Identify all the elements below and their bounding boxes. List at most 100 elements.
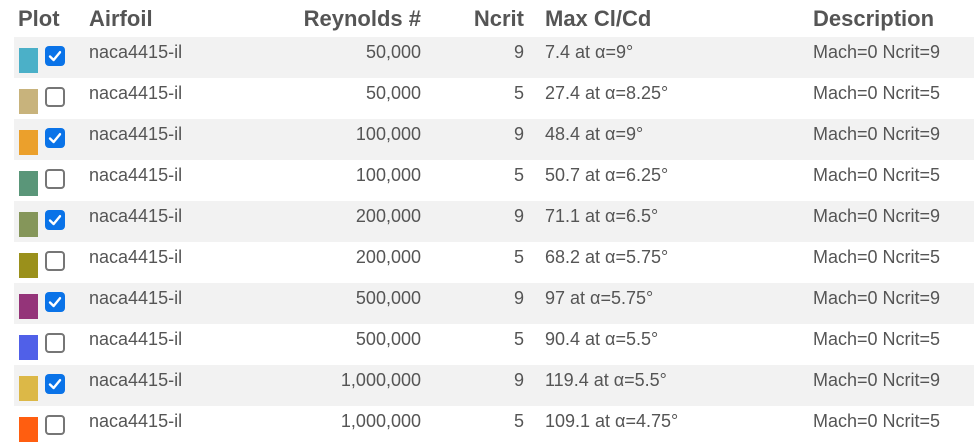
plot-checkbox[interactable] [45, 128, 65, 148]
series-color-swatch [19, 253, 38, 278]
reynolds-value: 500,000 [355, 288, 421, 308]
reynolds-cell: 50,000 [239, 78, 421, 119]
plot-checkbox[interactable] [45, 210, 65, 230]
description-cell: Mach=0 Ncrit=5 [813, 242, 974, 283]
description-cell: Mach=0 Ncrit=5 [813, 78, 974, 119]
series-color-swatch [19, 417, 38, 442]
checkmark-icon [48, 215, 62, 226]
header-plot: Plot [18, 5, 60, 31]
ncrit-value: 9 [513, 206, 524, 226]
header-max-cl-cd: Max Cl/Cd [545, 5, 652, 31]
plot-checkbox[interactable] [45, 374, 65, 394]
series-color-swatch [19, 212, 38, 237]
description-value: Mach=0 Ncrit=9 [813, 370, 941, 390]
airfoil-cell: naca4415-il [89, 242, 239, 283]
airfoil-name: naca4415-il [89, 83, 183, 103]
ncrit-cell: 9 [421, 365, 524, 406]
ncrit-value: 9 [513, 42, 524, 62]
reynolds-value: 50,000 [365, 83, 421, 103]
airfoil-cell: naca4415-il [89, 283, 239, 324]
checkmark-icon [48, 297, 62, 308]
header-reynolds: Reynolds # [303, 5, 421, 31]
airfoil-name: naca4415-il [89, 247, 183, 267]
plot-checkbox[interactable] [45, 46, 65, 66]
reynolds-value: 1,000,000 [340, 411, 421, 431]
description-value: Mach=0 Ncrit=9 [813, 124, 941, 144]
airfoil-cell: naca4415-il [89, 78, 239, 119]
ncrit-value: 5 [513, 329, 524, 349]
description-value: Mach=0 Ncrit=5 [813, 329, 941, 349]
table-row: naca4415-il 100,000 9 48.4 at α=9° Mach=… [14, 119, 974, 160]
reynolds-value: 100,000 [355, 124, 421, 144]
airfoil-name: naca4415-il [89, 411, 183, 431]
series-color-swatch [19, 376, 38, 401]
max-cl-cd-cell: 68.2 at α=5.75° [524, 242, 813, 283]
description-cell: Mach=0 Ncrit=9 [813, 119, 974, 160]
description-value: Mach=0 Ncrit=5 [813, 411, 941, 431]
reynolds-cell: 200,000 [239, 201, 421, 242]
max-cl-cd-value: 68.2 at α=5.75° [545, 247, 669, 267]
description-cell: Mach=0 Ncrit=5 [813, 160, 974, 201]
reynolds-cell: 1,000,000 [239, 406, 421, 447]
ncrit-cell: 5 [421, 78, 524, 119]
airfoil-name: naca4415-il [89, 370, 183, 390]
table-body: naca4415-il 50,000 9 7.4 at α=9° Mach=0 … [14, 37, 974, 447]
reynolds-value: 200,000 [355, 206, 421, 226]
ncrit-cell: 9 [421, 283, 524, 324]
series-color-swatch [19, 294, 38, 319]
plot-cell [14, 119, 89, 160]
plot-cell [14, 78, 89, 119]
max-cl-cd-cell: 7.4 at α=9° [524, 37, 813, 78]
table-row: naca4415-il 1,000,000 5 109.1 at α=4.75°… [14, 406, 974, 447]
series-color-swatch [19, 335, 38, 360]
plot-checkbox[interactable] [45, 169, 65, 189]
airfoil-name: naca4415-il [89, 42, 183, 62]
reynolds-cell: 500,000 [239, 283, 421, 324]
table-row: naca4415-il 200,000 9 71.1 at α=6.5° Mac… [14, 201, 974, 242]
max-cl-cd-value: 7.4 at α=9° [545, 42, 634, 62]
table-row: naca4415-il 50,000 9 7.4 at α=9° Mach=0 … [14, 37, 974, 78]
ncrit-value: 5 [513, 411, 524, 431]
checkmark-icon [48, 133, 62, 144]
airfoil-cell: naca4415-il [89, 406, 239, 447]
series-color-swatch [19, 171, 38, 196]
airfoil-name: naca4415-il [89, 329, 183, 349]
ncrit-value: 5 [513, 247, 524, 267]
description-value: Mach=0 Ncrit=9 [813, 288, 941, 308]
plot-cell [14, 324, 89, 365]
max-cl-cd-value: 109.1 at α=4.75° [545, 411, 679, 431]
plot-cell [14, 365, 89, 406]
ncrit-cell: 5 [421, 160, 524, 201]
checkmark-icon [48, 379, 62, 390]
max-cl-cd-cell: 119.4 at α=5.5° [524, 365, 813, 406]
plot-checkbox[interactable] [45, 251, 65, 271]
airfoil-cell: naca4415-il [89, 37, 239, 78]
header-airfoil: Airfoil [89, 5, 153, 31]
description-value: Mach=0 Ncrit=5 [813, 83, 941, 103]
ncrit-cell: 9 [421, 37, 524, 78]
max-cl-cd-cell: 90.4 at α=5.5° [524, 324, 813, 365]
plot-checkbox[interactable] [45, 292, 65, 312]
reynolds-value: 500,000 [355, 329, 421, 349]
description-cell: Mach=0 Ncrit=9 [813, 365, 974, 406]
ncrit-value: 5 [513, 165, 524, 185]
plot-checkbox[interactable] [45, 415, 65, 435]
header-ncrit: Ncrit [473, 5, 524, 31]
description-value: Mach=0 Ncrit=5 [813, 247, 941, 267]
plot-checkbox[interactable] [45, 87, 65, 107]
max-cl-cd-value: 119.4 at α=5.5° [545, 370, 667, 390]
series-color-swatch [19, 48, 38, 73]
max-cl-cd-cell: 48.4 at α=9° [524, 119, 813, 160]
reynolds-cell: 200,000 [239, 242, 421, 283]
plot-checkbox[interactable] [45, 333, 65, 353]
reynolds-cell: 1,000,000 [239, 365, 421, 406]
plot-cell [14, 242, 89, 283]
series-color-swatch [19, 89, 38, 114]
max-cl-cd-cell: 97 at α=5.75° [524, 283, 813, 324]
table-row: naca4415-il 100,000 5 50.7 at α=6.25° Ma… [14, 160, 974, 201]
plot-cell [14, 160, 89, 201]
max-cl-cd-value: 50.7 at α=6.25° [545, 165, 669, 185]
max-cl-cd-cell: 109.1 at α=4.75° [524, 406, 813, 447]
description-cell: Mach=0 Ncrit=5 [813, 406, 974, 447]
max-cl-cd-value: 71.1 at α=6.5° [545, 206, 659, 226]
